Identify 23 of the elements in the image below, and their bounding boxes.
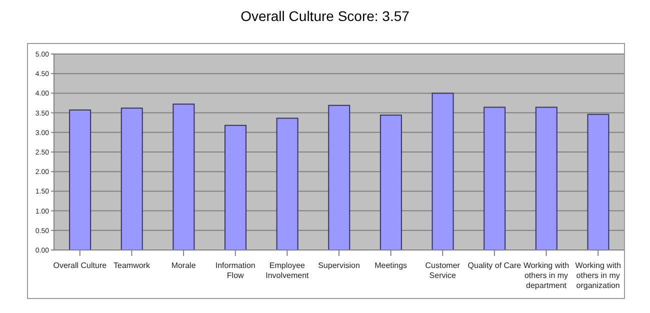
x-tick-label: Working with others in my organization [575,261,621,290]
x-tick-label: Overall Culture [53,261,108,270]
x-tick-label: Meetings [374,261,408,270]
x-tick-label: Morale [171,261,196,270]
bar [535,106,558,250]
x-tick-label: Supervision [318,261,360,270]
x-tick-label: Information Flow [215,261,256,280]
bar [276,118,298,250]
bar [328,104,350,250]
x-tick-label: Teamwork [114,261,151,270]
bar [484,106,506,250]
bar [224,124,246,250]
bar [587,114,610,250]
x-tick-label: Employee Involvement [266,261,310,280]
bar [432,92,454,250]
bar [69,110,92,250]
x-tick-label: Quality of Care [468,261,522,270]
x-tick-label: Working with others in my department [523,261,570,290]
bar [120,108,143,250]
chart-title: Overall Culture Score: 3.57 [240,8,410,26]
x-tick-label: Customer Service [425,261,460,280]
bar [172,104,195,250]
bar [380,114,402,250]
